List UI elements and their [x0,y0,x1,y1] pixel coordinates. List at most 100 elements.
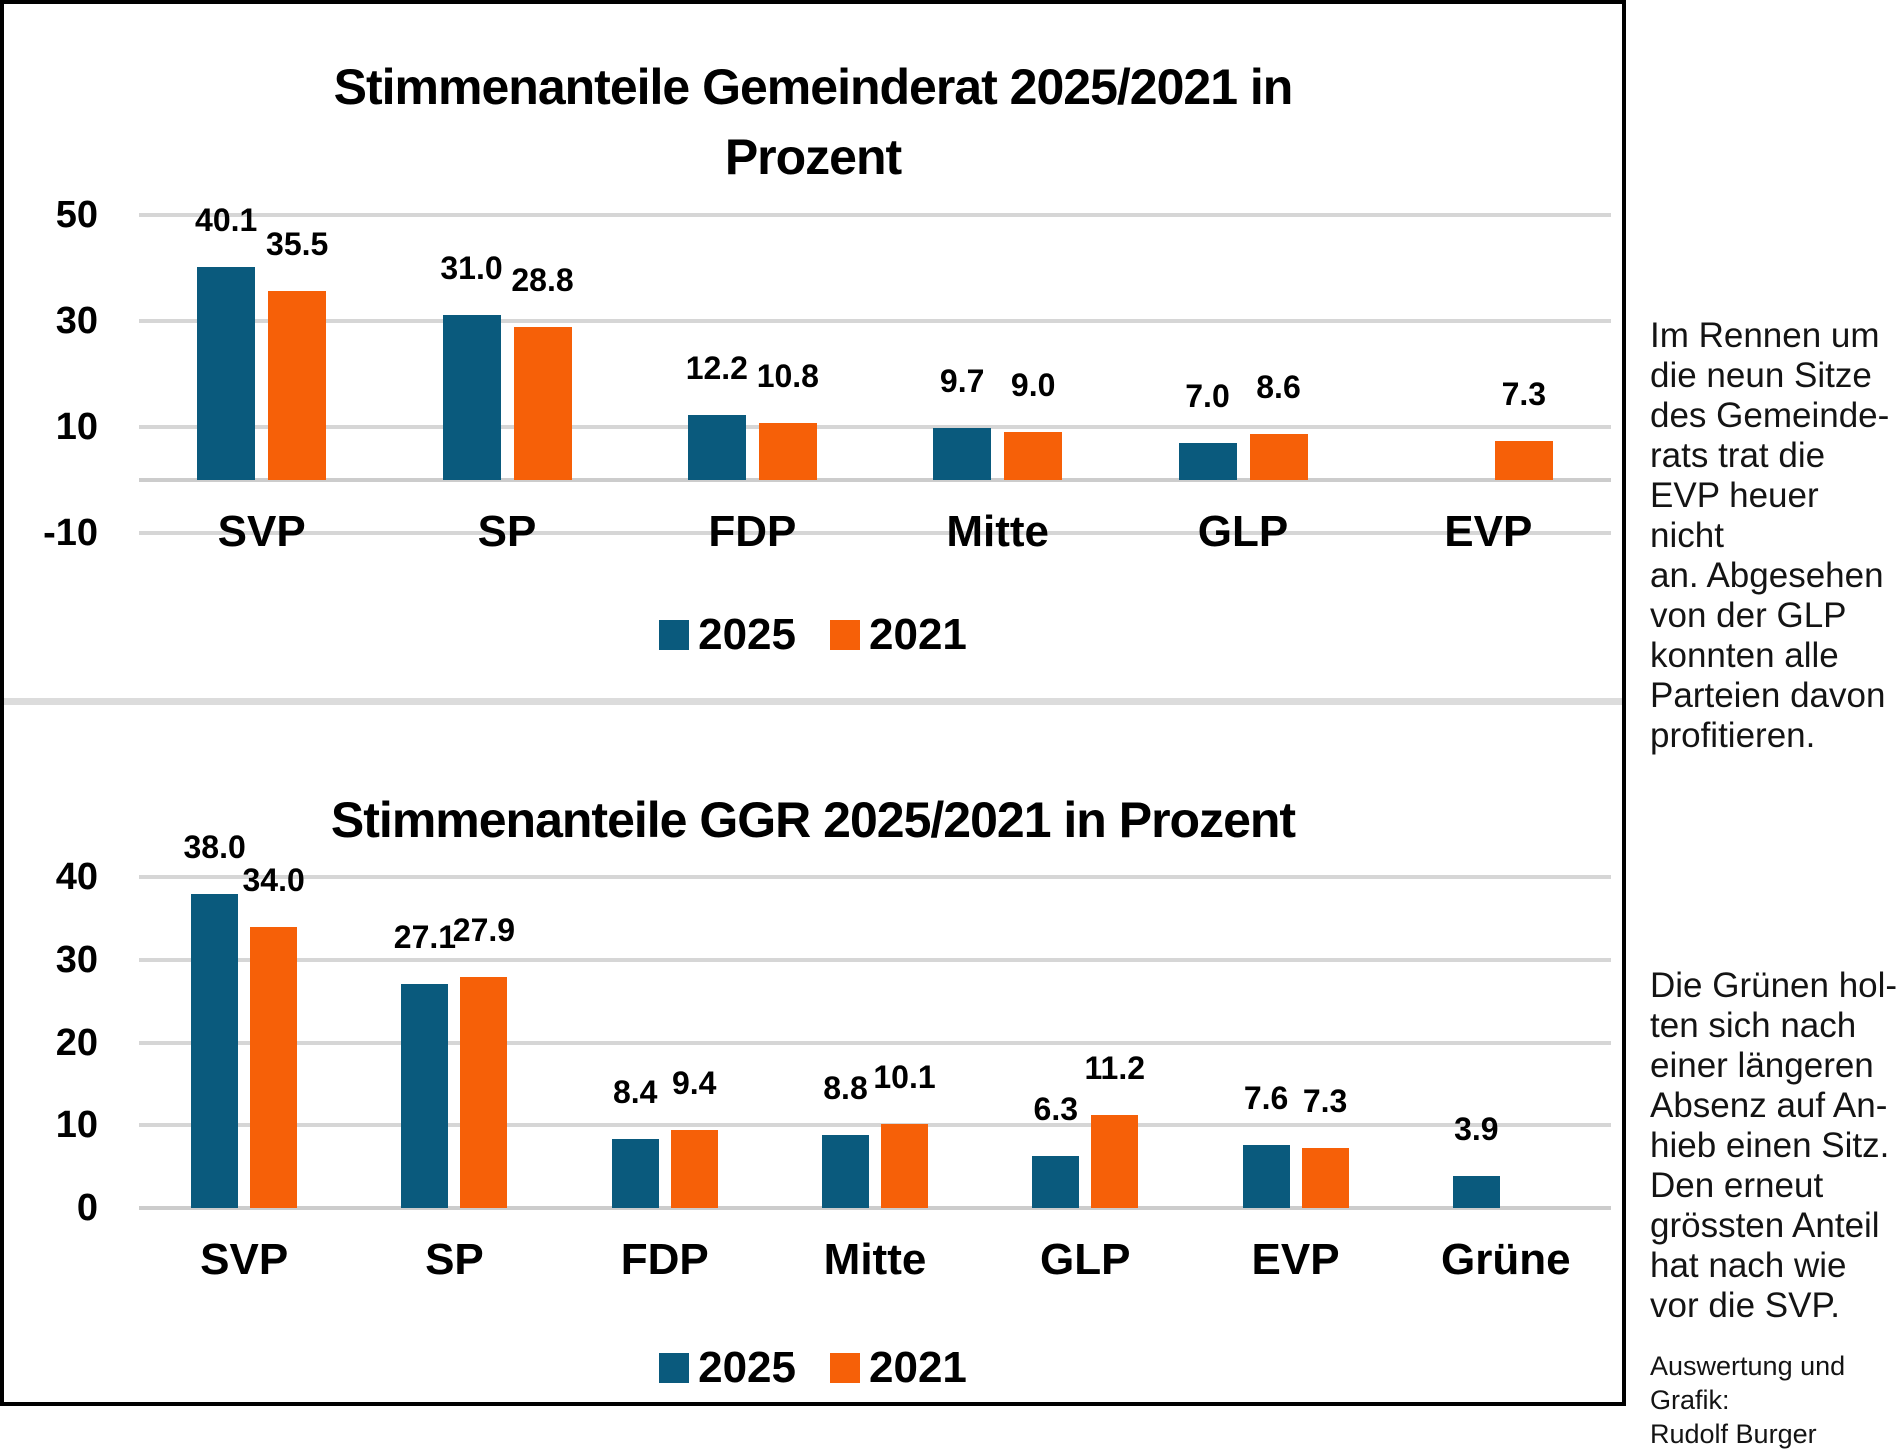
legend-ggr: 2025 2021 [4,1343,1622,1393]
legend-swatch-2025 [659,620,690,650]
legend-item-2025: 2025 [659,610,796,660]
chart-title-ggr: Stimmenanteile GGR 2025/2021 in Prozent [330,791,1296,848]
y-axis-tick: 50 [55,193,98,236]
bar-2025-GLP [1178,442,1237,480]
category-label-Mitte: Mitte [946,507,1049,556]
value-label: 6.3 [1033,1090,1079,1127]
gridline [139,318,1611,323]
y-axis-tick: 30 [55,938,98,981]
value-label: 7.3 [1501,376,1547,413]
charts-panel: Stimmenanteile Gemeinderat 2025/2021 in … [0,0,1626,1406]
bar-2025-FDP [687,415,746,480]
gridline [139,957,1611,962]
legend-item-2021: 2021 [830,1343,967,1393]
legend-swatch-2021 [830,620,860,650]
category-label-EVP: EVP [1251,1235,1340,1284]
gridline [139,875,1611,880]
value-label: 40.1 [195,202,258,239]
value-label: 7.6 [1243,1080,1289,1117]
bar-2021-FDP [670,1130,718,1208]
chart-gemeinderat: Stimmenanteile Gemeinderat 2025/2021 in … [4,4,1622,698]
category-label-FDP: FDP [620,1235,709,1284]
y-axis-tick: 20 [55,1021,98,1064]
legend-swatch-2021 [830,1353,860,1383]
legend-label-2025: 2025 [698,1343,796,1392]
y-axis-tick: -10 [43,512,98,555]
side-note-ggr: Die Grünen hol- ten sich nach einer läng… [1650,966,1898,1325]
bar-2021-Mitte [881,1124,928,1208]
category-label-GLP: GLP [1040,1235,1131,1284]
gridline [139,1123,1611,1128]
value-label: 9.7 [939,363,985,400]
bar-2025-EVP [1242,1145,1290,1208]
category-label-SP: SP [477,507,537,556]
legend-label-2021: 2021 [869,1343,967,1392]
value-label: 38.0 [183,828,246,865]
gridline [139,1040,1611,1045]
category-label-SVP: SVP [217,507,306,556]
bar-2025-Mitte [933,428,992,480]
value-label: 10.1 [873,1059,936,1096]
y-axis-tick: 40 [55,856,98,899]
legend-label-2025: 2025 [698,610,796,659]
value-label: 34.0 [242,861,305,898]
chart-ggr: Stimmenanteile GGR 2025/2021 in Prozent … [4,705,1622,1406]
plot-area-gemeinderat: 50 30 10 -10 40.1 35.5 SVP 31.0 28.8 SP 12.2 10.8 FD… [4,4,1622,698]
bar-2021-SVP [268,291,327,480]
bar-2025-SVP [197,267,256,480]
category-label-FDP: FDP [708,507,797,556]
bar-2025-Mitte [822,1135,869,1208]
category-label-Mitte: Mitte [823,1235,927,1284]
value-label: 12.2 [685,350,748,387]
category-label-Grüne: Grüne [1441,1235,1571,1284]
value-label: 28.8 [511,262,574,299]
side-note-gemeinderat: Im Rennen um die neun Sitze des Gemeinde… [1650,316,1890,755]
gridline [139,212,1611,217]
bar-2021-GLP [1249,434,1308,480]
bar-2025-FDP [611,1138,659,1208]
legend-item-2025: 2025 [659,1343,796,1393]
value-label: 8.4 [612,1073,658,1110]
bar-2025-SP [442,315,501,480]
legend-label-2021: 2021 [869,610,967,659]
value-label: 27.9 [452,912,516,949]
x-axis-line [139,478,1611,482]
bar-2021-Mitte [1004,432,1063,480]
value-label: 8.8 [823,1070,868,1107]
bar-2021-SP [460,977,508,1208]
bar-2021-EVP [1494,441,1553,480]
y-axis-tick: 10 [55,1104,98,1147]
category-label-SP: SP [425,1235,484,1284]
category-label-EVP: EVP [1444,507,1533,556]
category-label-GLP: GLP [1197,507,1289,556]
bar-2021-GLP [1091,1115,1139,1208]
y-axis-tick: 30 [55,299,98,342]
plot-area-ggr: 40 30 20 10 0 38.0 34.0 SVP 27.1 27.9 SP 8.4 9.4 FDP 8… [4,705,1622,1406]
legend-swatch-2025 [659,1353,690,1383]
y-axis-tick: 0 [76,1187,98,1229]
value-label: 8.6 [1256,369,1301,406]
bar-2021-SVP [250,926,298,1208]
bar-2021-EVP [1301,1147,1349,1208]
bar-2025-SP [401,983,449,1208]
value-label: 27.1 [393,918,457,955]
value-label: 31.0 [440,250,503,287]
gridline [139,531,1611,536]
value-label: 9.4 [671,1065,717,1102]
y-axis-tick: 10 [55,405,98,448]
gridline [139,424,1611,429]
bar-2025-Grüne [1452,1175,1500,1208]
value-label: 11.2 [1084,1050,1146,1087]
legend-item-2021: 2021 [830,610,967,660]
value-label: 35.5 [266,226,329,263]
credit-line: Auswertung und Grafik: Rudolf Burger [1650,1351,1846,1449]
bar-2025-GLP [1032,1155,1080,1208]
value-label: 7.0 [1185,377,1230,414]
bar-2021-SP [513,327,572,480]
category-label-SVP: SVP [200,1235,289,1284]
legend-gemeinderat: 2025 2021 [4,610,1622,660]
value-label: 7.3 [1302,1082,1348,1119]
value-label: 10.8 [756,357,819,394]
value-label: 9.0 [1010,367,1056,404]
bar-2025-SVP [191,893,239,1208]
